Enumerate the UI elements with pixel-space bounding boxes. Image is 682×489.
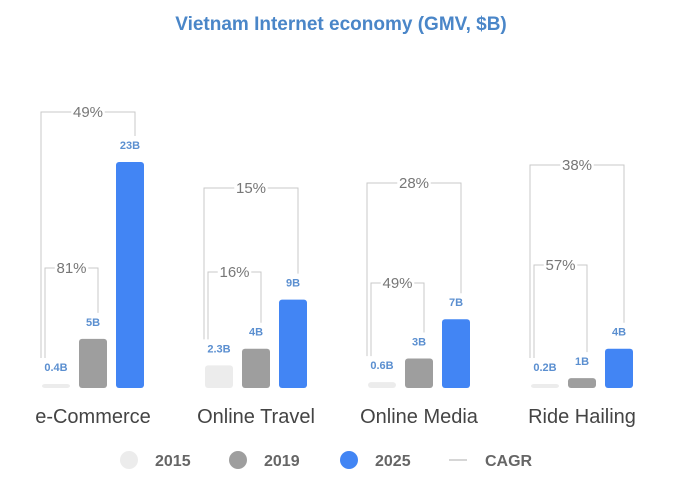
legend-label-2025: 2025 [375,453,411,470]
bar-online-travel-2015 [205,365,233,388]
category-label-ride-hailing: Ride Hailing [528,406,636,428]
bar-ride-hailing-2025 [605,348,633,388]
value-label-online-media-2015: 0.6B [370,360,393,372]
category-label-online-travel: Online Travel [197,406,315,428]
cagr-bracket-online-media-2015-2025 [366,182,462,357]
cagr-label-online-media-2015-2025: 28% [399,175,429,192]
cagr-label-ride-hailing-2015-2025: 38% [562,157,592,174]
cagr-bracket-online-media-2015-2019 [370,282,425,357]
legend-label-2019: 2019 [264,453,300,470]
cagr-label-e-commerce-2015-2019: 81% [56,260,86,277]
bar-ride-hailing-2015 [531,384,559,388]
bar-online-media-2019 [405,358,433,388]
legend-swatch-2019 [229,451,247,469]
bar-online-media-2015 [368,382,396,388]
cagr-bracket-e-commerce-2015-2025 [40,111,136,358]
value-label-online-travel-2025: 9B [286,278,300,290]
cagr-bracket-e-commerce-2015-2019 [44,267,99,358]
cagr-bracket-ride-hailing-2015-2025 [529,164,625,358]
value-label-e-commerce-2025: 23B [120,140,140,152]
bar-online-travel-2019 [242,348,270,388]
cagr-label-online-media-2015-2019: 49% [382,275,412,292]
value-label-online-media-2019: 3B [412,337,426,349]
bar-online-media-2025 [442,319,470,388]
category-label-online-media: Online Media [360,406,479,428]
bar-e-commerce-2015 [42,384,70,388]
value-label-ride-hailing-2019: 1B [575,356,589,368]
bar-online-travel-2025 [279,299,307,388]
value-label-e-commerce-2015: 0.4B [44,362,67,374]
bar-e-commerce-2025 [116,162,144,388]
bar-e-commerce-2019 [79,338,107,388]
value-label-e-commerce-2019: 5B [86,317,100,329]
cagr-label-online-travel-2015-2019: 16% [219,264,249,281]
legend-swatch-2015 [120,451,138,469]
value-label-ride-hailing-2025: 4B [612,327,626,339]
cagr-label-ride-hailing-2015-2019: 57% [545,257,575,274]
cagr-bracket-ride-hailing-2015-2019 [533,264,588,358]
chart-title: Vietnam Internet economy (GMV, $B) [175,14,507,35]
legend-label-cagr: CAGR [485,453,533,470]
value-label-online-travel-2019: 4B [249,327,263,339]
legend-swatch-2025 [340,451,358,469]
value-label-online-travel-2015: 2.3B [207,343,230,355]
value-label-ride-hailing-2015: 0.2B [533,362,556,374]
cagr-label-e-commerce-2015-2025: 49% [73,104,103,121]
bar-ride-hailing-2019 [568,378,596,388]
cagr-bracket-online-travel-2015-2025 [203,187,299,340]
category-label-e-commerce: e-Commerce [35,406,151,428]
cagr-bracket-online-travel-2015-2019 [207,271,262,340]
legend-label-2015: 2015 [155,453,191,470]
cagr-label-online-travel-2015-2025: 15% [236,180,266,197]
value-label-online-media-2025: 7B [449,297,463,309]
